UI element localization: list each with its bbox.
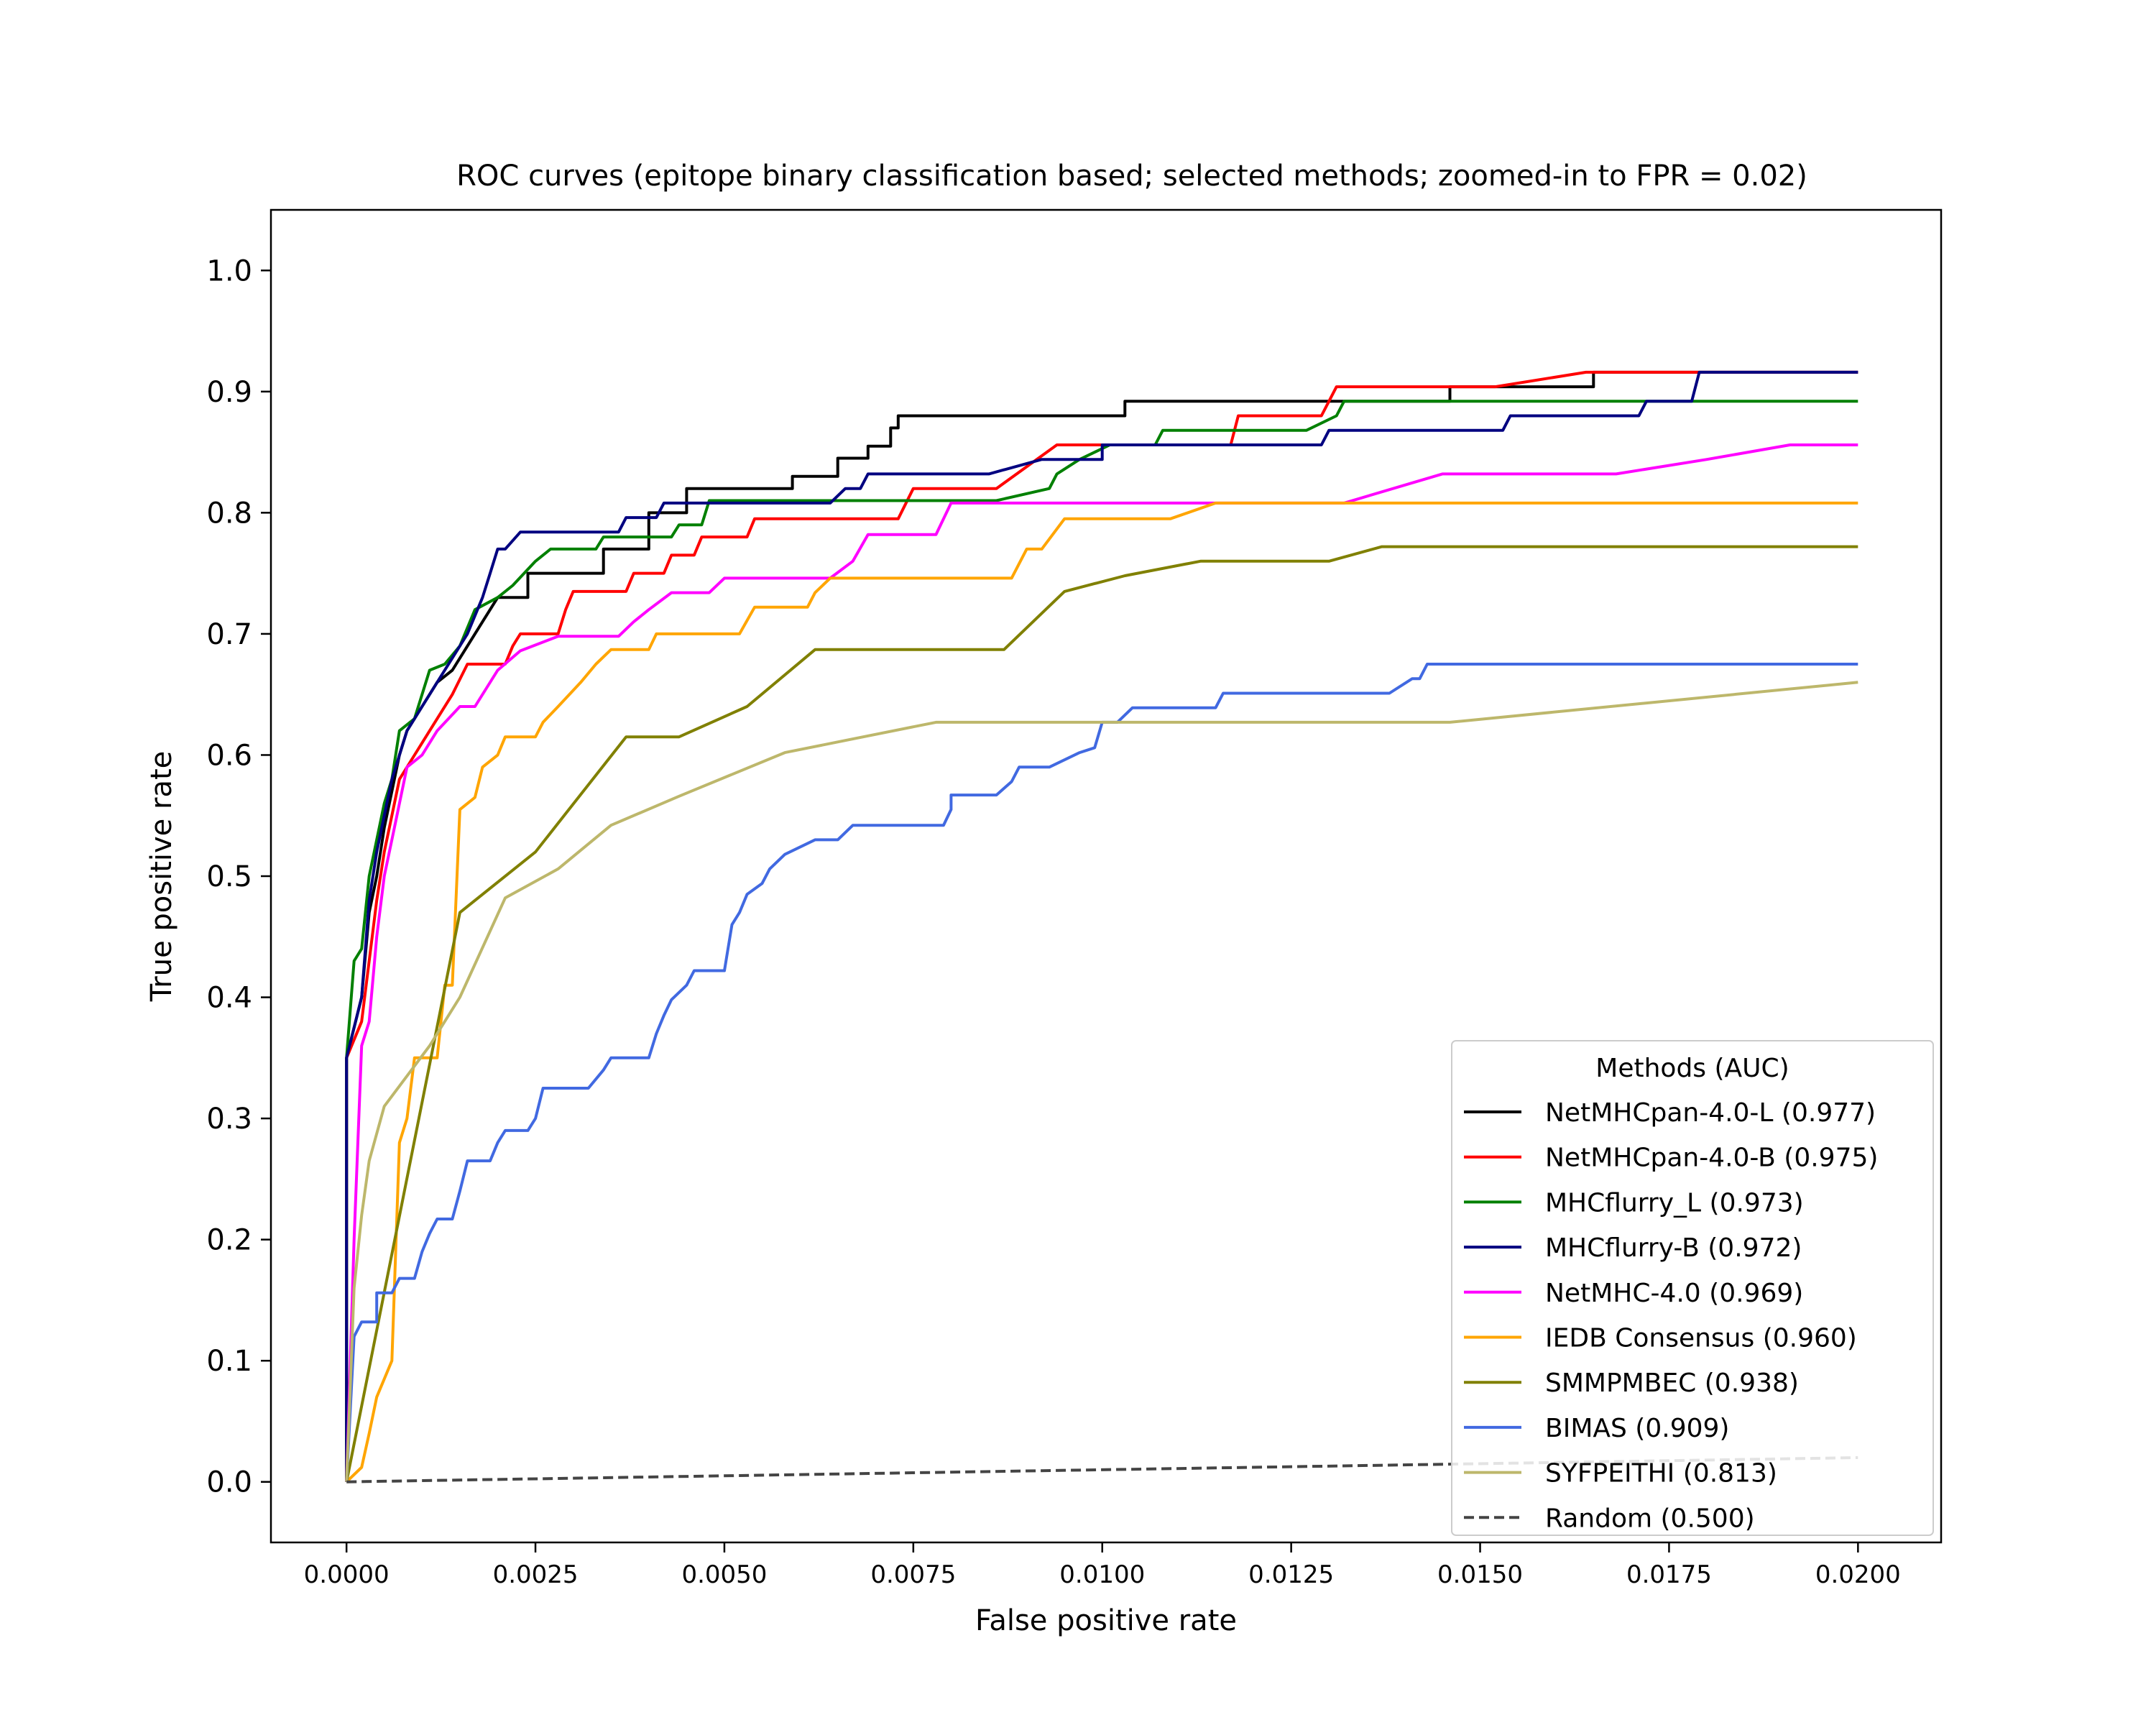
legend-label: NetMHCpan-4.0-L (0.977) — [1545, 1098, 1876, 1128]
ticks-layer: 0.0000 0.0025 0.0050 0.0075 0.0100 0.0125 0.01… — [206, 254, 1900, 1589]
y-tick-label: 0.8 — [206, 497, 252, 530]
y-axis-label: True positive rate — [145, 751, 178, 1003]
series-line-smmpmbec — [345, 545, 1858, 1483]
legend-item-netmhc-4-0: NetMHC-4.0 (0.969) — [1464, 1279, 1803, 1308]
legend-label: MHCflurry-B (0.972) — [1545, 1233, 1802, 1263]
legend-label: Random (0.500) — [1545, 1504, 1755, 1533]
legend-label: IEDB Consensus (0.960) — [1545, 1324, 1857, 1353]
x-tick-label: 0.0175 — [1626, 1560, 1712, 1589]
legend-item-netmhcpan-4-0-b: NetMHCpan-4.0-B (0.975) — [1464, 1144, 1878, 1173]
x-axis-label: False positive rate — [975, 1604, 1237, 1637]
legend-label: SYFPEITHI (0.813) — [1545, 1459, 1777, 1489]
y-tick-label: 0.7 — [206, 618, 252, 651]
x-tick-label: 0.0000 — [304, 1560, 390, 1589]
legend: Methods (AUC) NetMHCpan-4.0-L (0.977)Net… — [1451, 1040, 1934, 1536]
x-tick-label: 0.0150 — [1437, 1560, 1523, 1589]
legend-item-mhcflurry-l: MHCflurry_L (0.973) — [1464, 1188, 1804, 1218]
legend-label: NetMHCpan-4.0-B (0.975) — [1545, 1144, 1878, 1173]
legend-label: NetMHC-4.0 (0.969) — [1545, 1279, 1803, 1308]
y-tick-label: 0.2 — [206, 1224, 252, 1257]
y-tick-label: 0.1 — [206, 1345, 252, 1378]
series-line-iedb-consensus — [345, 501, 1858, 1484]
chart-title: ROC curves (epitope binary classificatio… — [456, 160, 1807, 193]
legend-item-smmpmbec: SMMPMBEC (0.938) — [1464, 1368, 1799, 1398]
legend-title: Methods (AUC) — [1595, 1054, 1789, 1083]
legend-entries: NetMHCpan-4.0-L (0.977) NetMHCpan-4.0-B (… — [1464, 1098, 1878, 1533]
y-tick-label: 0.6 — [206, 739, 252, 772]
legend-item-netmhcpan-4-0-l: NetMHCpan-4.0-L (0.977) — [1464, 1098, 1876, 1128]
legend-item-mhcflurry-b: MHCflurry-B (0.972) — [1464, 1233, 1802, 1263]
plot-frame — [270, 208, 1943, 1544]
legend-label: BIMAS (0.909) — [1545, 1414, 1729, 1443]
legend-item-random: Random (0.500) — [1464, 1504, 1755, 1533]
x-tick-label: 0.0075 — [870, 1560, 956, 1589]
x-tick-label: 0.0100 — [1059, 1560, 1145, 1589]
lines-layer — [345, 370, 1858, 1484]
legend-item-bimas: BIMAS (0.909) — [1464, 1414, 1729, 1443]
y-tick-label: 0.4 — [206, 982, 252, 1015]
y-tick-label: 0.9 — [206, 376, 252, 409]
legend-item-iedb-consensus: IEDB Consensus (0.960) — [1464, 1324, 1857, 1353]
legend-label: MHCflurry_L (0.973) — [1545, 1188, 1804, 1218]
y-tick-label: 0.5 — [206, 860, 252, 893]
x-tick-label: 0.0050 — [681, 1560, 767, 1589]
y-tick-label: 0.0 — [206, 1466, 252, 1499]
x-tick-label: 0.0025 — [493, 1560, 579, 1589]
legend-label: SMMPMBEC (0.938) — [1545, 1368, 1799, 1398]
series-line-mhcflurry-b — [345, 370, 1858, 1482]
x-tick-label: 0.0200 — [1815, 1560, 1901, 1589]
series-line-bimas — [345, 663, 1858, 1482]
legend-item-syfpeithi: SYFPEITHI (0.813) — [1464, 1459, 1777, 1489]
series-line-netmhcpan-4-0-l — [345, 370, 1858, 1482]
x-tick-label: 0.0125 — [1248, 1560, 1334, 1589]
y-tick-label: 1.0 — [206, 254, 252, 288]
series-line-syfpeithi — [345, 681, 1858, 1482]
y-tick-label: 0.3 — [206, 1103, 252, 1136]
legend-box — [1451, 1040, 1934, 1536]
